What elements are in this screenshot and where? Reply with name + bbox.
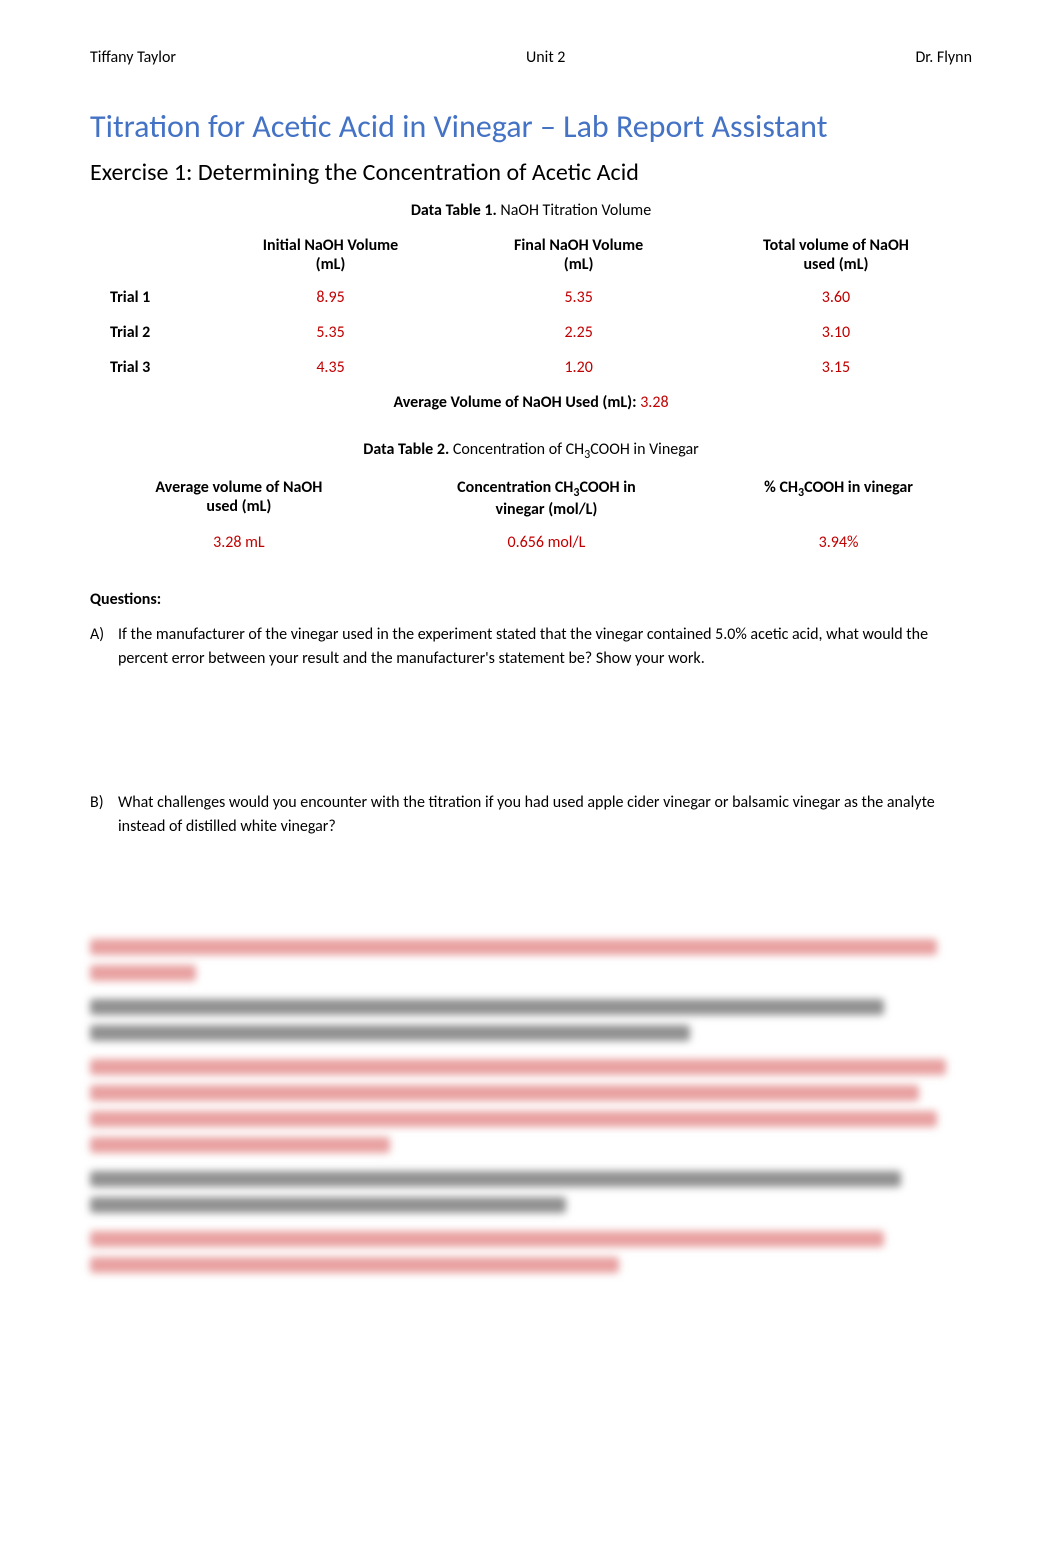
- trial2-final: 2.25: [457, 315, 700, 350]
- table2: Average volume of NaOH used (mL) Concent…: [90, 472, 972, 560]
- question-b: B) What challenges would you encounter w…: [90, 791, 972, 839]
- question-b-letter: B): [90, 791, 118, 839]
- trial1-initial: 8.95: [204, 280, 458, 315]
- blurred-line: [90, 1111, 937, 1127]
- table2-caption-pre: Concentration of CH: [449, 440, 584, 459]
- question-b-body: What challenges would you encounter with…: [118, 791, 972, 839]
- blurred-line: [90, 1085, 919, 1101]
- table-row: Trial 3 4.35 1.20 3.15: [90, 350, 972, 385]
- blurred-line: [90, 939, 937, 955]
- avg-label: Average Volume of NaOH Used (mL):: [393, 393, 640, 412]
- table2-conc: 0.656 mol/L: [388, 525, 705, 560]
- table-row: 3.28 mL 0.656 mol/L 3.94%: [90, 525, 972, 560]
- blurred-line: [90, 1137, 390, 1153]
- header-unit: Unit 2: [526, 48, 565, 67]
- blurred-content: [90, 939, 972, 1273]
- trial1-final: 5.35: [457, 280, 700, 315]
- page-header: Tiffany Taylor Unit 2 Dr. Flynn: [90, 48, 972, 67]
- blurred-line: [90, 1231, 884, 1247]
- table-row: Trial 2 5.35 2.25 3.10: [90, 315, 972, 350]
- blurred-line: [90, 1059, 946, 1075]
- header-student: Tiffany Taylor: [90, 48, 176, 67]
- trial3-final: 1.20: [457, 350, 700, 385]
- trial3-total: 3.15: [700, 350, 972, 385]
- questions-heading: Questions:: [90, 590, 972, 609]
- trial3-initial: 4.35: [204, 350, 458, 385]
- table1-header-total: Total volume of NaOH used (mL): [700, 230, 972, 280]
- question-a-letter: A): [90, 623, 118, 671]
- table2-header-avg: Average volume of NaOH used (mL): [90, 472, 388, 525]
- table2-caption: Data Table 2. Concentration of CH3COOH i…: [90, 440, 972, 462]
- question-a: A) If the manufacturer of the vinegar us…: [90, 623, 972, 671]
- trial2-initial: 5.35: [204, 315, 458, 350]
- table2-caption-post: COOH in Vinegar: [590, 440, 698, 459]
- trial2-total: 3.10: [700, 315, 972, 350]
- header-instructor: Dr. Flynn: [915, 48, 972, 67]
- blurred-line: [90, 999, 884, 1015]
- table1-caption-text: NaOH Titration Volume: [497, 201, 651, 220]
- blurred-line: [90, 1171, 901, 1187]
- table1-average: Average Volume of NaOH Used (mL): 3.28: [90, 393, 972, 412]
- page-title: Titration for Acetic Acid in Vinegar – L…: [90, 107, 972, 146]
- table2-header-pct: % CH3COOH in vinegar: [705, 472, 972, 525]
- blurred-line: [90, 1257, 619, 1273]
- avg-value: 3.28: [640, 393, 668, 412]
- table2-header-conc: Concentration CH3COOH in vinegar (mol/L): [388, 472, 705, 525]
- question-a-body: If the manufacturer of the vinegar used …: [118, 623, 972, 671]
- table2-caption-label: Data Table 2.: [363, 440, 449, 459]
- blurred-line: [90, 1025, 690, 1041]
- trial2-label: Trial 2: [90, 315, 204, 350]
- table1: Initial NaOH Volume (mL) Final NaOH Volu…: [90, 230, 972, 385]
- table2-avg: 3.28 mL: [90, 525, 388, 560]
- blurred-line: [90, 965, 196, 981]
- table1-header-final: Final NaOH Volume (mL): [457, 230, 700, 280]
- trial1-label: Trial 1: [90, 280, 204, 315]
- trial3-label: Trial 3: [90, 350, 204, 385]
- table1-caption-label: Data Table 1.: [411, 201, 497, 220]
- table2-pct: 3.94%: [705, 525, 972, 560]
- table-row: Trial 1 8.95 5.35 3.60: [90, 280, 972, 315]
- blurred-line: [90, 1197, 566, 1213]
- table1-header-initial: Initial NaOH Volume (mL): [204, 230, 458, 280]
- exercise-subtitle: Exercise 1: Determining the Concentratio…: [90, 158, 972, 187]
- table1-caption: Data Table 1. NaOH Titration Volume: [90, 201, 972, 220]
- trial1-total: 3.60: [700, 280, 972, 315]
- table1-header-blank: [90, 230, 204, 280]
